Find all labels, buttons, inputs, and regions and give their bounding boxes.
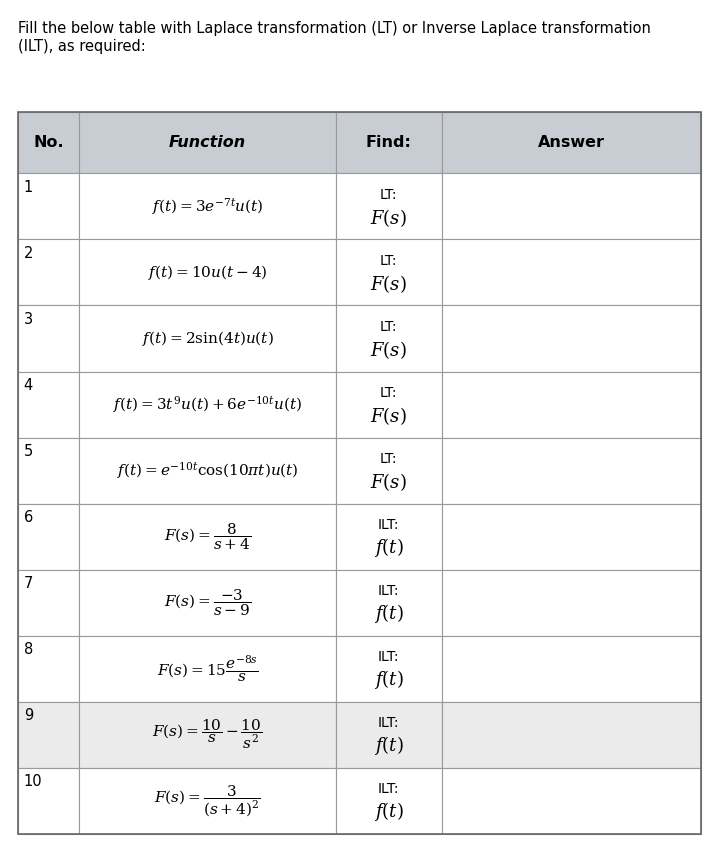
Text: $f(t) = 3t^9u(t) + 6e^{-10t}u(t)$: $f(t) = 3t^9u(t) + 6e^{-10t}u(t)$ (113, 394, 302, 415)
Bar (18, 503, 80, 570)
Bar (442, 437, 701, 503)
Bar (80, 701, 336, 767)
Text: $F(s) = 15\dfrac{e^{-8s}}{s}$: $F(s) = 15\dfrac{e^{-8s}}{s}$ (156, 653, 258, 684)
Text: Answer: Answer (538, 135, 605, 150)
Text: $F(s) = \dfrac{8}{s+4}$: $F(s) = \dfrac{8}{s+4}$ (164, 521, 251, 552)
Text: $\mathbf{\mathit{F(s)}}$: $\mathbf{\mathit{F(s)}}$ (370, 405, 407, 427)
Bar (442, 112, 701, 173)
Text: $\mathbf{\mathit{f(t)}}$: $\mathbf{\mathit{f(t)}}$ (374, 668, 404, 691)
Text: $\mathbf{\mathit{F(s)}}$: $\mathbf{\mathit{F(s)}}$ (370, 273, 407, 295)
Bar (18, 372, 80, 437)
Bar (336, 701, 442, 767)
Bar (18, 112, 701, 834)
Bar (336, 372, 442, 437)
Text: 4: 4 (24, 379, 33, 393)
Bar (18, 112, 80, 173)
Text: 2: 2 (24, 246, 33, 261)
Bar (80, 372, 336, 437)
Text: $\mathbf{\mathit{f(t)}}$: $\mathbf{\mathit{f(t)}}$ (374, 734, 404, 757)
Text: 3: 3 (24, 312, 33, 327)
Text: ILT:: ILT: (378, 584, 399, 599)
Bar (442, 767, 701, 834)
Bar (18, 636, 80, 701)
Bar (336, 437, 442, 503)
Bar (80, 173, 336, 239)
Text: 5: 5 (24, 444, 33, 459)
Text: 7: 7 (24, 576, 33, 592)
Text: 8: 8 (24, 643, 33, 657)
Bar (442, 701, 701, 767)
Bar (18, 239, 80, 306)
Bar (80, 503, 336, 570)
Text: ILT:: ILT: (378, 519, 399, 532)
Text: 10: 10 (24, 774, 42, 790)
Text: LT:: LT: (380, 188, 397, 202)
Bar (18, 701, 80, 767)
Text: $f(t) = e^{-10t}\cos(10\pi t)u(t)$: $f(t) = e^{-10t}\cos(10\pi t)u(t)$ (117, 460, 298, 481)
Text: $F(s) = \dfrac{10}{s} - \dfrac{10}{s^2}$: $F(s) = \dfrac{10}{s} - \dfrac{10}{s^2}$ (152, 718, 262, 751)
Bar (80, 570, 336, 636)
Bar (18, 173, 80, 239)
Bar (80, 239, 336, 306)
Bar (18, 570, 80, 636)
Text: ILT:: ILT: (378, 717, 399, 730)
Text: $\mathbf{\mathit{F(s)}}$: $\mathbf{\mathit{F(s)}}$ (370, 206, 407, 228)
Text: $\mathbf{\mathit{f(t)}}$: $\mathbf{\mathit{f(t)}}$ (374, 602, 404, 626)
Bar (336, 239, 442, 306)
Bar (442, 503, 701, 570)
Bar (442, 372, 701, 437)
Text: No.: No. (34, 135, 64, 150)
Bar (336, 570, 442, 636)
Bar (442, 636, 701, 701)
Text: LT:: LT: (380, 320, 397, 335)
Text: ILT:: ILT: (378, 650, 399, 665)
Bar (336, 173, 442, 239)
Text: Fill the below table with Laplace transformation (LT) or Inverse Laplace transfo: Fill the below table with Laplace transf… (18, 21, 651, 53)
Bar (18, 437, 80, 503)
Text: $f(t) = 10u(t-4)$: $f(t) = 10u(t-4)$ (148, 263, 267, 282)
Bar (18, 767, 80, 834)
Text: $\mathbf{\mathit{f(t)}}$: $\mathbf{\mathit{f(t)}}$ (374, 537, 404, 559)
Text: $f(t) = 2\sin(4t)u(t)$: $f(t) = 2\sin(4t)u(t)$ (142, 329, 273, 348)
Text: $\mathbf{\mathit{F(s)}}$: $\mathbf{\mathit{F(s)}}$ (370, 471, 407, 492)
Bar (442, 306, 701, 372)
Bar (336, 306, 442, 372)
Bar (336, 503, 442, 570)
Text: LT:: LT: (380, 386, 397, 400)
Bar (336, 636, 442, 701)
Bar (80, 767, 336, 834)
Bar (80, 112, 336, 173)
Text: Find:: Find: (366, 135, 412, 150)
Bar (80, 636, 336, 701)
Text: LT:: LT: (380, 453, 397, 466)
Text: $\mathbf{\mathit{F(s)}}$: $\mathbf{\mathit{F(s)}}$ (370, 339, 407, 361)
Bar (442, 173, 701, 239)
Text: 9: 9 (24, 708, 33, 723)
Bar (442, 239, 701, 306)
Text: $F(s) = \dfrac{-3}{s-9}$: $F(s) = \dfrac{-3}{s-9}$ (164, 588, 251, 618)
Text: ILT:: ILT: (378, 783, 399, 796)
Text: $F(s) = \dfrac{3}{(s+4)^2}$: $F(s) = \dfrac{3}{(s+4)^2}$ (154, 784, 261, 818)
Bar (80, 437, 336, 503)
Bar (336, 112, 442, 173)
Bar (336, 767, 442, 834)
Text: $f(t) = 3e^{-7t}u(t)$: $f(t) = 3e^{-7t}u(t)$ (152, 196, 263, 216)
Text: Function: Function (169, 135, 246, 150)
Text: 6: 6 (24, 510, 33, 526)
Bar (18, 306, 80, 372)
Text: LT:: LT: (380, 254, 397, 268)
Bar (442, 570, 701, 636)
Bar (80, 306, 336, 372)
Text: $\mathbf{\mathit{f(t)}}$: $\mathbf{\mathit{f(t)}}$ (374, 801, 404, 824)
Text: 1: 1 (24, 180, 33, 195)
